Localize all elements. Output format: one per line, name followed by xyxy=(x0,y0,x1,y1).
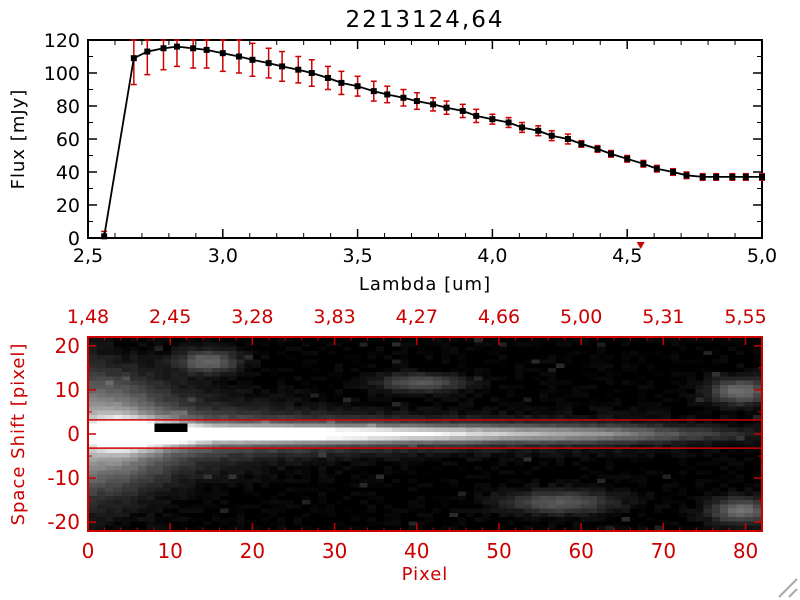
data-marker xyxy=(144,49,150,55)
data-marker xyxy=(654,166,660,172)
pixel-tick-label: 80 xyxy=(733,539,758,563)
pixel-tick-label: 0 xyxy=(82,539,95,563)
data-marker xyxy=(414,98,420,104)
data-marker xyxy=(384,91,390,97)
data-marker xyxy=(640,161,646,167)
data-marker xyxy=(670,169,676,175)
pixel-tick-label: 10 xyxy=(157,539,182,563)
spectrum-plot-frame xyxy=(88,40,762,238)
wavelength-tick-label: 3,28 xyxy=(231,306,273,328)
data-marker xyxy=(190,45,196,51)
data-marker xyxy=(624,156,630,162)
data-marker xyxy=(338,80,344,86)
data-marker xyxy=(473,113,479,119)
x-tick-label: 3,5 xyxy=(342,245,372,267)
generated-plot-graphics: 2,53,03,54,04,55,002040608010012001,4810… xyxy=(44,30,777,563)
y-tick-label: 120 xyxy=(44,30,80,52)
x-tick-label: 3,0 xyxy=(208,245,238,267)
data-marker xyxy=(444,105,450,111)
shift-tick-label: 20 xyxy=(55,334,80,358)
data-marker xyxy=(295,67,301,73)
wavelength-tick-label: 5,00 xyxy=(560,306,602,328)
wavelength-tick-label: 4,66 xyxy=(478,306,520,328)
data-marker xyxy=(266,60,272,66)
data-marker xyxy=(400,95,406,101)
pixel-tick-label: 60 xyxy=(568,539,593,563)
y-tick-label: 40 xyxy=(56,162,80,184)
y-tick-label: 0 xyxy=(68,228,80,250)
data-marker xyxy=(549,133,555,139)
plot-overlay: 2213124,64 Flux [mJy] Lambda [um] Space … xyxy=(0,0,800,600)
y-tick-label: 60 xyxy=(56,129,80,151)
data-marker xyxy=(371,88,377,94)
data-marker xyxy=(729,174,735,180)
data-marker xyxy=(131,55,137,61)
data-marker xyxy=(535,128,541,134)
pixel-axis-label: Pixel xyxy=(402,564,449,585)
pixel-tick-label: 40 xyxy=(404,539,429,563)
data-marker xyxy=(279,63,285,69)
data-marker xyxy=(489,116,495,122)
x-tick-label: 4,0 xyxy=(477,245,507,267)
data-marker xyxy=(608,151,614,157)
wavelength-tick-label: 3,83 xyxy=(313,306,355,328)
data-marker xyxy=(249,57,255,63)
data-marker xyxy=(684,172,690,178)
pixel-tick-label: 20 xyxy=(240,539,265,563)
data-marker xyxy=(700,174,706,180)
y-tick-label: 20 xyxy=(56,195,80,217)
y-tick-label: 80 xyxy=(56,96,80,118)
image-panel-frame xyxy=(88,337,762,531)
wavelength-tick-label: 4,27 xyxy=(396,306,438,328)
y-tick-label: 100 xyxy=(44,63,80,85)
data-marker xyxy=(220,50,226,56)
shift-tick-label: -20 xyxy=(47,510,80,534)
data-marker xyxy=(759,174,765,180)
space-shift-axis-label: Space Shift [pixel] xyxy=(8,343,29,526)
data-marker xyxy=(519,124,525,130)
resize-grip-line xyxy=(789,589,797,597)
wavelength-tick-label: 5,55 xyxy=(724,306,766,328)
resize-grip[interactable] xyxy=(779,579,797,597)
flux-axis-label: Flux [mJy] xyxy=(8,89,29,190)
data-marker xyxy=(160,45,166,51)
data-marker xyxy=(713,174,719,180)
data-marker xyxy=(506,120,512,126)
data-marker xyxy=(325,75,331,81)
wavelength-tick-label: 5,31 xyxy=(642,306,684,328)
plot-title: 2213124,64 xyxy=(345,7,504,33)
data-marker xyxy=(565,136,571,142)
data-marker xyxy=(578,141,584,147)
data-marker xyxy=(236,54,242,60)
resize-grip-line xyxy=(779,579,797,597)
pixel-tick-label: 50 xyxy=(486,539,511,563)
spectrum-line xyxy=(104,47,762,237)
x-tick-label: 5,0 xyxy=(747,245,777,267)
shift-tick-label: 10 xyxy=(55,378,80,402)
shift-tick-label: 0 xyxy=(67,422,80,446)
plot-window: 2213124,64 Flux [mJy] Lambda [um] Space … xyxy=(0,0,800,600)
wavelength-tick-label: 1,48 xyxy=(67,306,109,328)
data-marker xyxy=(204,47,210,53)
lambda-axis-label: Lambda [um] xyxy=(359,274,491,295)
shift-tick-label: -10 xyxy=(47,466,80,490)
data-marker xyxy=(743,174,749,180)
wavelength-tick-label: 2,45 xyxy=(149,306,191,328)
pixel-tick-label: 70 xyxy=(651,539,676,563)
data-marker xyxy=(174,44,180,50)
data-marker xyxy=(595,146,601,152)
data-marker xyxy=(101,233,107,239)
x-tick-label: 4,5 xyxy=(612,245,642,267)
data-marker xyxy=(460,108,466,114)
data-marker xyxy=(430,101,436,107)
data-marker xyxy=(309,70,315,76)
data-marker xyxy=(355,83,361,89)
pixel-tick-label: 30 xyxy=(322,539,347,563)
